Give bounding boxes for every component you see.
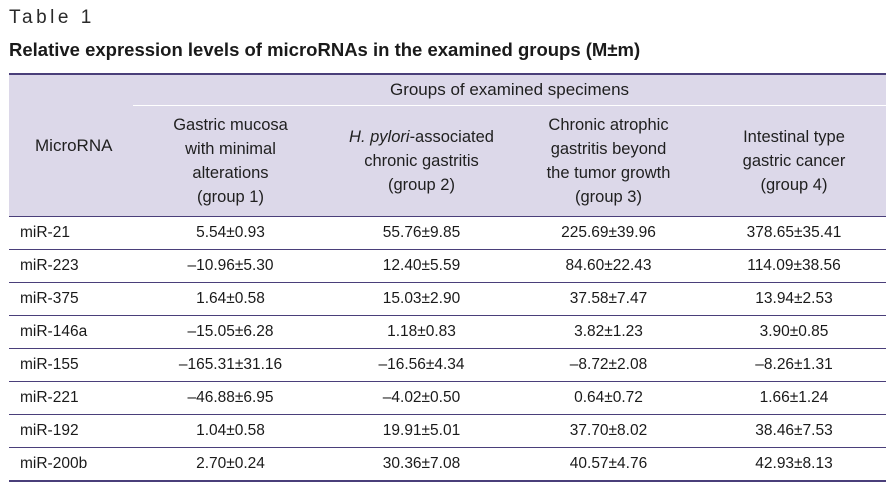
header-group-1-line: alterations bbox=[192, 164, 269, 182]
row-name: miR-200b bbox=[9, 447, 133, 482]
cell-value: –46.88±6.95 bbox=[133, 381, 328, 415]
cell-value: 84.60±22.43 bbox=[515, 249, 702, 283]
header-group-1-line: (group 1) bbox=[197, 188, 264, 206]
cell-value: 30.36±7.08 bbox=[328, 447, 515, 482]
header-group-3-line: the tumor growth bbox=[546, 164, 671, 182]
table-row: miR-200b 2.70±0.24 30.36±7.08 40.57±4.76… bbox=[9, 447, 886, 482]
cell-value: 15.03±2.90 bbox=[328, 282, 515, 316]
table-row: miR-223 –10.96±5.30 12.40±5.59 84.60±22.… bbox=[9, 249, 886, 283]
cell-value: 0.64±0.72 bbox=[515, 381, 702, 415]
cell-value: –4.02±0.50 bbox=[328, 381, 515, 415]
header-group-2-line: chronic gastritis bbox=[364, 152, 479, 170]
header-group-1: Gastric mucosa with minimal alterations … bbox=[133, 105, 328, 217]
cell-value: 1.18±0.83 bbox=[328, 315, 515, 349]
table-row: miR-21 5.54±0.93 55.76±9.85 225.69±39.96… bbox=[9, 216, 886, 250]
cell-value: 37.58±7.47 bbox=[515, 282, 702, 316]
cell-value: 3.90±0.85 bbox=[702, 315, 886, 349]
cell-value: 114.09±38.56 bbox=[702, 249, 886, 283]
data-table-container: MicroRNA Groups of examined specimens Ga… bbox=[9, 73, 886, 482]
row-name: miR-155 bbox=[9, 348, 133, 382]
header-group-1-line: Gastric mucosa bbox=[173, 116, 288, 134]
row-name: miR-192 bbox=[9, 414, 133, 448]
row-name: miR-21 bbox=[9, 216, 133, 250]
cell-value: 37.70±8.02 bbox=[515, 414, 702, 448]
table-label: Table 1 bbox=[9, 7, 95, 28]
cell-value: –15.05±6.28 bbox=[133, 315, 328, 349]
cell-value: 2.70±0.24 bbox=[133, 447, 328, 482]
header-groups-span: Groups of examined specimens bbox=[133, 74, 886, 106]
header-group-3-line: gastritis beyond bbox=[550, 140, 667, 158]
row-name: miR-146a bbox=[9, 315, 133, 349]
table-row: miR-192 1.04±0.58 19.91±5.01 37.70±8.02 … bbox=[9, 414, 886, 448]
table-row: miR-375 1.64±0.58 15.03±2.90 37.58±7.47 … bbox=[9, 282, 886, 316]
header-group-4-line: gastric cancer bbox=[742, 152, 846, 170]
header-group-4-line: Intestinal type bbox=[743, 128, 845, 146]
table-caption: Relative expression levels of microRNAs … bbox=[9, 39, 641, 60]
header-group-3: Chronic atrophic gastritis beyond the tu… bbox=[515, 105, 702, 217]
table-row: miR-146a –15.05±6.28 1.18±0.83 3.82±1.23… bbox=[9, 315, 886, 349]
cell-value: 5.54±0.93 bbox=[133, 216, 328, 250]
cell-value: 378.65±35.41 bbox=[702, 216, 886, 250]
cell-value: 38.46±7.53 bbox=[702, 414, 886, 448]
cell-value: 225.69±39.96 bbox=[515, 216, 702, 250]
cell-value: –16.56±4.34 bbox=[328, 348, 515, 382]
header-group-4-line: (group 4) bbox=[760, 176, 828, 194]
header-group-2-italic: H. pylori bbox=[349, 128, 410, 146]
header-microrna: MicroRNA bbox=[9, 74, 133, 217]
cell-value: 19.91±5.01 bbox=[328, 414, 515, 448]
cell-value: 1.64±0.58 bbox=[133, 282, 328, 316]
header-group-4: Intestinal type gastric cancer (group 4) bbox=[702, 105, 886, 217]
header-group-2-line: (group 2) bbox=[388, 176, 455, 194]
row-name: miR-223 bbox=[9, 249, 133, 283]
cell-value: –8.72±2.08 bbox=[515, 348, 702, 382]
cell-value: 12.40±5.59 bbox=[328, 249, 515, 283]
header-groups-span-label: Groups of examined specimens bbox=[389, 80, 630, 99]
row-name: miR-221 bbox=[9, 381, 133, 415]
cell-value: 1.04±0.58 bbox=[133, 414, 328, 448]
cell-value: –8.26±1.31 bbox=[702, 348, 886, 382]
header-group-1-line: with minimal bbox=[185, 140, 276, 158]
table-row: miR-221 –46.88±6.95 –4.02±0.50 0.64±0.72… bbox=[9, 381, 886, 415]
cell-value: 55.76±9.85 bbox=[328, 216, 515, 250]
row-name: miR-375 bbox=[9, 282, 133, 316]
header-group-3-line: Chronic atrophic bbox=[548, 116, 669, 134]
cell-value: –165.31±31.16 bbox=[133, 348, 328, 382]
cell-value: –10.96±5.30 bbox=[133, 249, 328, 283]
header-group-3-line: (group 3) bbox=[575, 188, 642, 206]
cell-value: 40.57±4.76 bbox=[515, 447, 702, 482]
cell-value: 3.82±1.23 bbox=[515, 315, 702, 349]
cell-value: 13.94±2.53 bbox=[702, 282, 886, 316]
header-group-2-line: -associated bbox=[409, 128, 494, 146]
cell-value: 42.93±8.13 bbox=[702, 447, 886, 482]
table-row: miR-155 –165.31±31.16 –16.56±4.34 –8.72±… bbox=[9, 348, 886, 382]
header-group-2: H. pylori-associated chronic gastritis (… bbox=[328, 105, 515, 217]
cell-value: 1.66±1.24 bbox=[702, 381, 886, 415]
expression-table: MicroRNA Groups of examined specimens Ga… bbox=[9, 73, 886, 482]
